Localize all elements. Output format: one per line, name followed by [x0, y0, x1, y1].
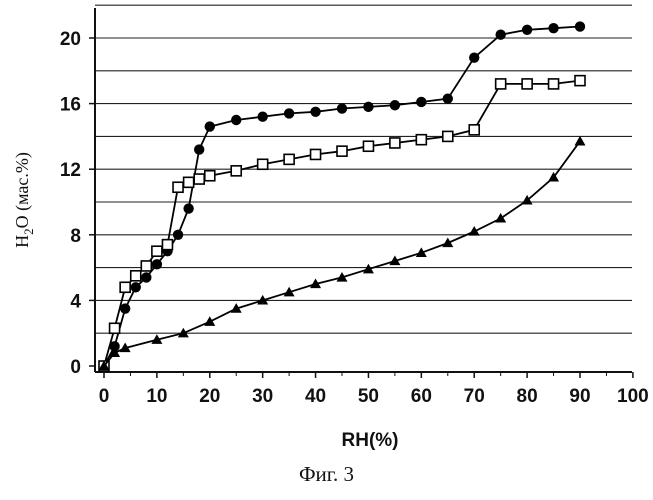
data-point [495, 30, 505, 40]
data-point [141, 261, 151, 271]
data-point [258, 159, 268, 169]
data-point [522, 79, 532, 89]
x-tick-label: 100 [617, 386, 649, 407]
data-point [390, 138, 400, 148]
series-layer [99, 21, 586, 371]
data-point [257, 112, 267, 122]
chart: 0 10 20 30 40 50 60 70 80 90 100 0 4 8 12 16 20 RH(%) H… [0, 0, 653, 460]
data-point [495, 213, 506, 223]
x-tick-label: 50 [358, 386, 379, 407]
data-point [390, 100, 400, 110]
data-point [284, 108, 294, 118]
data-point [173, 182, 183, 192]
data-point [194, 174, 204, 184]
y-axis-label: H2O (мас.%) [12, 152, 36, 248]
data-point [284, 154, 294, 164]
data-point [469, 125, 479, 135]
series-line [104, 141, 580, 366]
series-line [104, 81, 580, 366]
data-point [141, 272, 151, 282]
x-ticks: 0 10 20 30 40 50 60 70 80 90 100 [99, 372, 649, 407]
data-point [416, 97, 426, 107]
data-point [152, 259, 162, 269]
y-tick-label: 20 [60, 29, 81, 50]
data-point [162, 240, 172, 250]
x-tick-label: 40 [305, 386, 326, 407]
data-point [575, 21, 585, 31]
data-point [205, 171, 215, 181]
y-tick-label: 16 [60, 95, 81, 116]
series-filled-circle [99, 21, 585, 371]
data-point [337, 103, 347, 113]
y-tick-label: 4 [70, 291, 81, 312]
series-open-square [99, 76, 585, 371]
data-point [110, 323, 120, 333]
data-point [469, 52, 479, 62]
series-line [104, 27, 580, 367]
data-point [496, 79, 506, 89]
data-point [443, 93, 453, 103]
data-point [178, 328, 189, 338]
data-point [311, 149, 321, 159]
y-tick-label: 0 [70, 357, 81, 378]
y-axis-label-rest: O (мас.%) [12, 152, 33, 228]
data-point [183, 203, 193, 213]
figure-caption: Фиг. 3 [0, 462, 653, 487]
x-tick-label: 70 [464, 386, 485, 407]
data-point [575, 76, 585, 86]
x-tick-label: 60 [411, 386, 432, 407]
x-tick-label: 80 [517, 386, 538, 407]
data-point [173, 230, 183, 240]
data-point [575, 136, 586, 146]
x-tick-label: 10 [146, 386, 167, 407]
data-point [337, 146, 347, 156]
data-point [184, 177, 194, 187]
data-point [469, 226, 480, 236]
y-tick-label: 12 [60, 160, 81, 181]
data-point [416, 135, 426, 145]
data-point [131, 271, 141, 281]
x-tick-label: 20 [199, 386, 220, 407]
data-point [548, 23, 558, 33]
data-point [549, 79, 559, 89]
data-point [522, 25, 532, 35]
x-tick-label: 90 [569, 386, 590, 407]
x-tick-label: 30 [252, 386, 273, 407]
data-point [231, 115, 241, 125]
data-point [152, 246, 162, 256]
data-point [204, 316, 215, 326]
y-ticks: 0 4 8 12 16 20 [60, 29, 95, 378]
data-point [310, 107, 320, 117]
y-tick-label: 8 [70, 226, 81, 247]
data-point [231, 166, 241, 176]
x-tick-label: 0 [99, 386, 110, 407]
data-point [131, 282, 141, 292]
y-axis-label-main: H [12, 235, 32, 248]
data-point [363, 141, 373, 151]
data-point [120, 282, 130, 292]
data-point [194, 144, 204, 154]
x-axis-label: RH(%) [342, 430, 399, 451]
data-point [363, 102, 373, 112]
data-point [205, 121, 215, 131]
data-point [443, 131, 453, 141]
grid-lines [95, 5, 632, 333]
